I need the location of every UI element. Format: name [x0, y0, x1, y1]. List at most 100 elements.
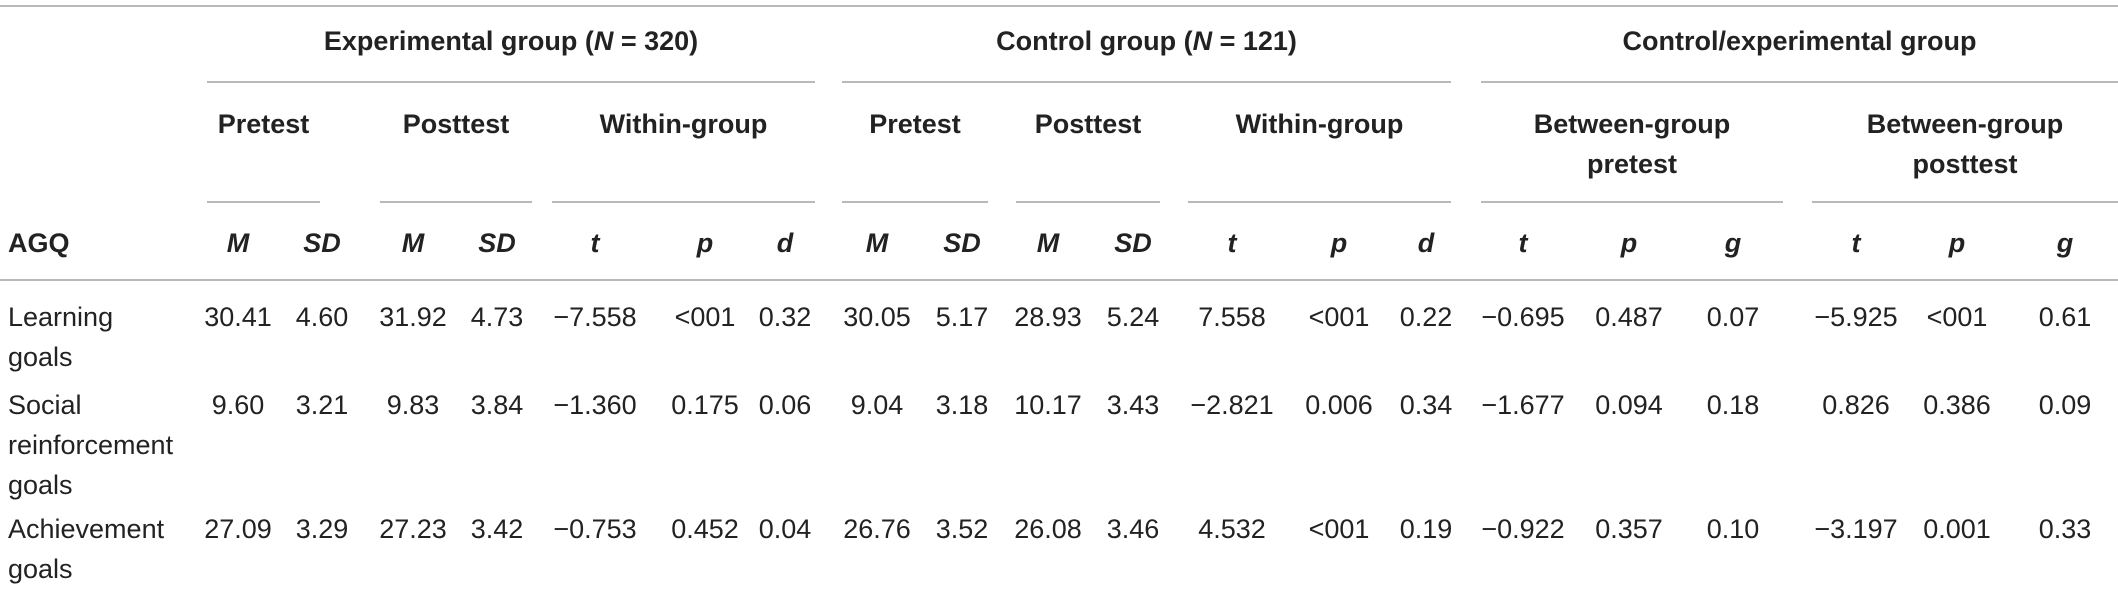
table-rule — [552, 201, 815, 203]
column-header: SD — [303, 228, 341, 258]
column-header: d — [1417, 228, 1435, 258]
table-cell: 0.357 — [1595, 514, 1663, 544]
table-cell: 0.452 — [671, 514, 739, 544]
column-header: g — [1724, 228, 1742, 258]
column-header: t — [1227, 228, 1237, 258]
table-cell: 0.094 — [1595, 390, 1663, 420]
table-cell: 0.487 — [1595, 302, 1663, 332]
table-cell: 3.21 — [295, 390, 349, 420]
table-rule — [207, 81, 815, 83]
table-cell: 0.06 — [758, 390, 812, 420]
table-cell: 0.34 — [1399, 390, 1453, 420]
sub-header: pretest — [1586, 149, 1678, 179]
column-header: p — [1948, 228, 1966, 258]
sub-header: Within-group — [599, 109, 768, 139]
table-cell: 0.07 — [1706, 302, 1760, 332]
sub-header: Pretest — [217, 109, 310, 139]
group-header: Control group (N = 121) — [996, 26, 1297, 56]
table-rule — [1812, 201, 2118, 203]
sub-header: Between-group — [1866, 109, 2064, 139]
table-cell: −2.821 — [1190, 390, 1274, 420]
table-cell: −5.925 — [1814, 302, 1898, 332]
column-header: SD — [478, 228, 516, 258]
table-rule — [380, 201, 532, 203]
column-header: p — [696, 228, 714, 258]
table-cell: 26.76 — [843, 514, 911, 544]
table-cell: 4.532 — [1198, 514, 1266, 544]
table-cell: 9.83 — [386, 390, 440, 420]
table-cell: 30.05 — [843, 302, 911, 332]
row-label: Learning goals — [8, 302, 114, 372]
group-header: Control/experimental group — [1622, 26, 1977, 56]
column-header: AGQ — [8, 228, 70, 258]
sub-header: Pretest — [869, 109, 961, 139]
table-rule — [207, 201, 320, 203]
table-rule — [1188, 201, 1451, 203]
table-cell: 0.04 — [758, 514, 812, 544]
table-cell: −1.677 — [1481, 390, 1565, 420]
table-cell: −7.558 — [553, 302, 637, 332]
table-rule — [842, 201, 988, 203]
table-cell: 4.60 — [295, 302, 349, 332]
table-cell: <001 — [1308, 302, 1370, 332]
sub-header: Posttest — [402, 109, 510, 139]
table-cell: 9.60 — [211, 390, 265, 420]
table-cell: 28.93 — [1014, 302, 1082, 332]
column-header: M — [226, 228, 250, 258]
table-cell: 3.18 — [935, 390, 989, 420]
table-rule — [842, 81, 1451, 83]
column-header: SD — [943, 228, 981, 258]
table-cell: 0.32 — [758, 302, 812, 332]
table-cell: −3.197 — [1814, 514, 1898, 544]
table-cell: 7.558 — [1198, 302, 1266, 332]
table-cell: 0.10 — [1706, 514, 1760, 544]
table-cell: 30.41 — [204, 302, 272, 332]
table-cell: 4.73 — [470, 302, 524, 332]
table-cell: <001 — [1308, 514, 1370, 544]
table-cell: 0.175 — [671, 390, 739, 420]
column-header: p — [1330, 228, 1348, 258]
table-cell: 3.46 — [1106, 514, 1160, 544]
column-header: t — [1518, 228, 1528, 258]
table-cell: 0.61 — [2038, 302, 2092, 332]
table-cell: 0.09 — [2038, 390, 2092, 420]
table-cell: 0.826 — [1822, 390, 1890, 420]
table-cell: 0.386 — [1923, 390, 1991, 420]
table-cell: −0.753 — [553, 514, 637, 544]
table-cell: 31.92 — [379, 302, 447, 332]
table-cell: 10.17 — [1014, 390, 1082, 420]
table-cell: 9.04 — [850, 390, 904, 420]
table-cell: 0.006 — [1305, 390, 1373, 420]
sub-header: Within-group — [1235, 109, 1404, 139]
table-cell: 3.43 — [1106, 390, 1160, 420]
table-cell: <001 — [1926, 302, 1988, 332]
table-rule — [1016, 201, 1160, 203]
sub-header: Posttest — [1034, 109, 1142, 139]
table-cell: 3.84 — [470, 390, 524, 420]
table-cell: 0.18 — [1706, 390, 1760, 420]
table-rule — [1481, 81, 2118, 83]
column-header: d — [776, 228, 794, 258]
sub-header: Between-group — [1533, 109, 1731, 139]
table-cell: 0.22 — [1399, 302, 1453, 332]
table-cell: 0.33 — [2038, 514, 2092, 544]
group-header: Experimental group (N = 320) — [323, 26, 699, 56]
table-cell: 5.24 — [1106, 302, 1160, 332]
table-rule — [1481, 201, 1783, 203]
row-label: Social reinforcement goals — [8, 390, 174, 500]
table-cell: −1.360 — [553, 390, 637, 420]
sub-header: posttest — [1912, 149, 2018, 179]
row-label: Achievement goals — [8, 514, 165, 584]
column-header: t — [590, 228, 600, 258]
table-cell: −0.695 — [1481, 302, 1565, 332]
table-cell: −0.922 — [1481, 514, 1565, 544]
table-cell: 27.23 — [379, 514, 447, 544]
table-cell: <001 — [674, 302, 736, 332]
table-cell: 3.29 — [295, 514, 349, 544]
column-header: p — [1620, 228, 1638, 258]
column-header: M — [865, 228, 889, 258]
column-header: M — [1036, 228, 1060, 258]
table-rule — [0, 5, 2118, 7]
table-cell: 0.001 — [1923, 514, 1991, 544]
